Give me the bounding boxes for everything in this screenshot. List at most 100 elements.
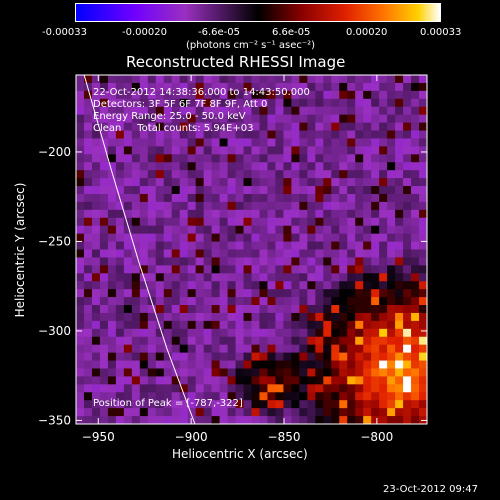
heatmap-pixel xyxy=(227,225,237,235)
heatmap-pixel xyxy=(323,416,332,424)
heatmap-pixel xyxy=(315,305,324,314)
heatmap-pixel xyxy=(139,217,149,227)
heatmap-pixel xyxy=(323,186,332,195)
heatmap-pixel xyxy=(91,384,101,393)
heatmap-pixel xyxy=(195,130,205,140)
heatmap-pixel xyxy=(195,265,205,274)
heatmap-pixel xyxy=(99,217,109,227)
heatmap-pixel xyxy=(363,336,372,346)
heatmap-pixel xyxy=(163,265,173,274)
heatmap-pixel xyxy=(123,352,133,362)
heatmap-pixel xyxy=(291,233,300,243)
heatmap-pixel xyxy=(371,384,380,393)
heatmap-pixel xyxy=(411,90,420,100)
heatmap-pixel xyxy=(235,392,245,401)
heatmap-pixel xyxy=(339,297,348,306)
heatmap-pixel xyxy=(275,297,285,306)
heatmap-pixel xyxy=(403,408,412,417)
heatmap-pixel xyxy=(83,217,93,227)
heatmap-pixel xyxy=(171,122,181,132)
heatmap-pixel xyxy=(339,154,348,163)
heatmap-pixel xyxy=(243,193,253,203)
heatmap-pixel xyxy=(315,217,324,227)
heatmap-pixel xyxy=(195,138,205,147)
heatmap-pixel xyxy=(299,162,308,171)
heatmap-pixel xyxy=(251,297,261,306)
heatmap-pixel xyxy=(211,162,221,171)
heatmap-pixel xyxy=(291,90,300,100)
heatmap-pixel xyxy=(99,289,109,298)
heatmap-pixel xyxy=(115,400,125,409)
heatmap-pixel xyxy=(387,376,396,385)
heatmap-pixel xyxy=(387,178,396,187)
heatmap-pixel xyxy=(163,281,173,290)
heatmap-pixel xyxy=(331,90,340,100)
heatmap-pixel xyxy=(363,98,372,108)
heatmap-pixel xyxy=(379,360,388,370)
heatmap-pixel xyxy=(387,305,396,314)
heatmap-pixel xyxy=(331,225,340,235)
heatmap-pixel xyxy=(291,289,300,298)
heatmap-pixel xyxy=(323,193,332,203)
heatmap-pixel xyxy=(395,114,404,124)
heatmap-pixel xyxy=(307,360,316,370)
heatmap-pixel xyxy=(163,130,173,140)
heatmap-pixel xyxy=(403,114,412,124)
heatmap-pixel xyxy=(379,114,388,124)
heatmap-pixel xyxy=(107,273,117,282)
heatmap-pixel xyxy=(227,217,237,227)
heatmap-pixel xyxy=(139,122,149,132)
heatmap-pixel xyxy=(379,162,388,171)
heatmap-pixel xyxy=(139,186,149,195)
heatmap-pixel xyxy=(131,138,141,147)
heatmap-pixel xyxy=(275,98,285,108)
heatmap-pixel xyxy=(155,281,165,290)
heatmap-pixel xyxy=(419,241,427,251)
heatmap-pixel xyxy=(307,106,316,116)
heatmap-pixel xyxy=(291,281,300,290)
heatmap-pixel xyxy=(363,408,372,417)
heatmap-pixel xyxy=(147,170,157,179)
heatmap-pixel xyxy=(323,82,332,92)
heatmap-pixel xyxy=(299,312,308,322)
heatmap-pixel xyxy=(355,130,364,140)
heatmap-pixel xyxy=(419,265,427,274)
heatmap-pixel xyxy=(291,186,300,195)
heatmap-pixel xyxy=(395,241,404,251)
heatmap-pixel xyxy=(283,392,292,401)
heatmap-pixel xyxy=(299,241,308,251)
heatmap-pixel xyxy=(299,281,308,290)
heatmap-pixel xyxy=(315,170,324,179)
heatmap-pixel xyxy=(291,297,300,306)
heatmap-pixel xyxy=(155,257,165,266)
heatmap-pixel xyxy=(107,328,117,338)
heatmap-pixel xyxy=(379,368,388,378)
heatmap-pixel xyxy=(251,146,261,155)
heatmap-pixel xyxy=(76,209,85,219)
heatmap-pixel xyxy=(219,273,229,282)
heatmap-pixel xyxy=(171,289,181,298)
heatmap-pixel xyxy=(139,178,149,187)
heatmap-pixel xyxy=(243,265,253,274)
colorbar xyxy=(75,3,441,22)
heatmap-pixel xyxy=(411,209,420,219)
heatmap-pixel xyxy=(411,249,420,259)
heatmap-pixel xyxy=(339,257,348,266)
heatmap-pixel xyxy=(379,233,388,243)
heatmap-pixel xyxy=(403,312,412,322)
heatmap-pixel xyxy=(307,225,316,235)
heatmap-pixel xyxy=(76,178,85,187)
heatmap-pixel xyxy=(315,82,324,92)
heatmap-pixel xyxy=(379,273,388,282)
heatmap-pixel xyxy=(355,312,364,322)
heatmap-pixel xyxy=(283,178,292,187)
heatmap-pixel xyxy=(155,154,165,163)
heatmap-pixel xyxy=(139,360,149,370)
heatmap-pixel xyxy=(131,384,141,393)
heatmap-pixel xyxy=(331,193,340,203)
heatmap-pixel xyxy=(227,170,237,179)
heatmap-pixel xyxy=(107,368,117,378)
heatmap-pixel xyxy=(131,257,141,266)
heatmap-pixel xyxy=(315,273,324,282)
heatmap-pixel xyxy=(195,186,205,195)
